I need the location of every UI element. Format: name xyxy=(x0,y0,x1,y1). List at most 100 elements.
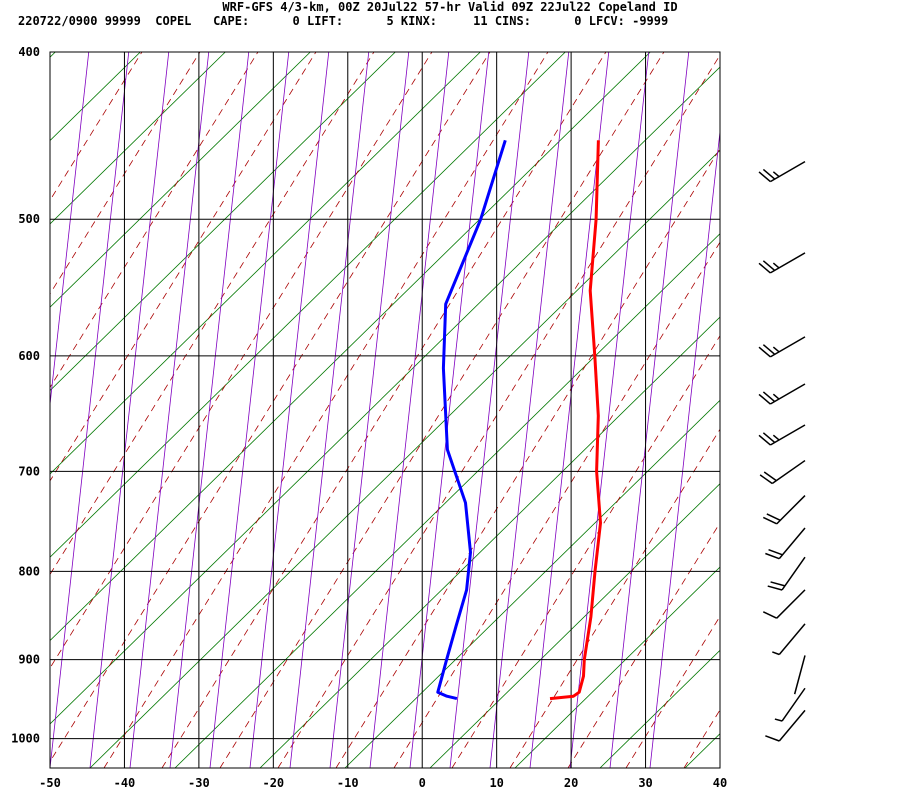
dry-adiabat xyxy=(50,52,375,576)
barb-staff xyxy=(771,459,806,485)
x-tick-label: -50 xyxy=(39,776,61,790)
moist-adiabat xyxy=(50,52,90,409)
wind-barb xyxy=(765,709,806,742)
moist-adiabat xyxy=(409,52,490,768)
moist-adiabat xyxy=(489,52,570,768)
skewed-isotherm xyxy=(50,52,396,392)
wind-barb xyxy=(762,589,806,619)
x-tick-label: -20 xyxy=(262,776,284,790)
barb-half-feather xyxy=(772,262,780,269)
x-tick-label: 10 xyxy=(489,776,503,790)
barb-feather xyxy=(762,391,776,403)
dry-adiabat xyxy=(50,52,259,389)
x-axis-ticks: -50 -40 -30 -20 -10 0 10 20 30 40 xyxy=(39,776,727,790)
moist-adiabat xyxy=(50,52,130,768)
moist-adiabat xyxy=(169,52,250,768)
wind-barb xyxy=(765,527,806,560)
barb-staff xyxy=(793,655,806,695)
barb-staff xyxy=(769,160,806,183)
barb-feather xyxy=(762,432,776,444)
moist-adiabat xyxy=(529,52,610,768)
moist-adiabat xyxy=(569,52,650,768)
dry-adiabat xyxy=(451,334,720,768)
skewed-isotherm xyxy=(50,52,311,308)
skewed-isotherm xyxy=(50,66,720,725)
barb-staff xyxy=(776,495,806,525)
moist-adiabat xyxy=(449,52,530,768)
barb-feather xyxy=(763,471,777,482)
barb-feather xyxy=(762,168,776,180)
moist-adiabat xyxy=(209,52,290,768)
skewed-isotherm xyxy=(259,316,720,768)
barb-staff xyxy=(781,687,806,722)
skewed-isotherm xyxy=(50,52,481,475)
barb-half-feather xyxy=(772,434,780,441)
barb-feather xyxy=(758,434,771,446)
dry-adiabat xyxy=(393,241,720,768)
barb-feather xyxy=(762,516,778,525)
skewed-isotherm xyxy=(174,233,720,768)
moist-adiabat xyxy=(89,52,170,768)
barb-feather xyxy=(758,346,771,358)
barb-staff xyxy=(776,589,806,619)
barb-feather xyxy=(765,552,780,560)
skewed-isotherm xyxy=(50,52,226,225)
dry-adiabat xyxy=(277,54,720,768)
skewed-isotherm xyxy=(50,52,651,642)
moist-adiabat xyxy=(649,127,720,768)
moist-adiabat xyxy=(329,52,410,768)
background-lines xyxy=(50,52,900,768)
x-tick-label: 40 xyxy=(713,776,727,790)
wind-barb xyxy=(793,655,806,695)
wind-barb xyxy=(759,459,806,485)
skewed-isotherm xyxy=(855,52,900,768)
barb-feather xyxy=(758,262,771,274)
wind-barb xyxy=(772,623,806,656)
barb-feather xyxy=(762,260,776,271)
wind-barb xyxy=(767,556,806,591)
dry-adiabat xyxy=(50,52,317,482)
station-indices: 220722/0900 99999 COPEL CAPE: 0 LIFT: 5 … xyxy=(18,14,669,28)
wind-barbs xyxy=(758,160,806,742)
barb-staff xyxy=(778,527,806,560)
dry-adiabat xyxy=(103,52,549,768)
x-tick-label: 0 xyxy=(419,776,426,790)
barb-feather xyxy=(770,581,786,587)
grid-lines xyxy=(49,51,721,768)
skewed-isotherm xyxy=(344,399,720,768)
x-tick-label: 30 xyxy=(638,776,652,790)
barb-half-feather xyxy=(772,346,780,353)
moist-adiabat xyxy=(609,52,690,768)
dry-adiabat xyxy=(161,52,607,768)
skewed-isotherm xyxy=(514,566,720,768)
x-tick-label: -30 xyxy=(188,776,210,790)
barb-feather xyxy=(766,513,781,521)
barb-feather xyxy=(768,548,783,556)
x-tick-label: -10 xyxy=(337,776,359,790)
skewed-isotherm xyxy=(50,52,566,558)
dry-adiabat xyxy=(683,709,720,768)
barb-staff xyxy=(778,623,806,655)
chart-title: WRF-GFS 4/3-km, 00Z 20Jul22 57-hr Valid … xyxy=(222,0,678,14)
wind-barb xyxy=(758,252,806,274)
barb-feather xyxy=(758,393,771,405)
y-tick-label: 1000 xyxy=(11,732,40,746)
barb-staff xyxy=(769,424,806,446)
skewed-isotherm xyxy=(89,149,720,768)
barb-staff xyxy=(769,336,806,358)
barb-staff xyxy=(781,556,806,591)
skewed-isotherm xyxy=(429,483,720,768)
barb-half-feather xyxy=(772,393,780,400)
skewed-isotherm xyxy=(599,649,720,768)
sounding-traces xyxy=(436,139,602,701)
barb-staff xyxy=(769,383,806,405)
skewed-isotherm xyxy=(770,52,900,768)
barb-half-feather xyxy=(772,171,780,178)
barb-feather xyxy=(765,735,780,742)
barb-feather xyxy=(762,344,776,355)
dry-adiabat xyxy=(625,615,720,768)
dry-adiabat xyxy=(219,52,665,768)
y-tick-label: 700 xyxy=(18,464,40,478)
dry-adiabat xyxy=(50,52,201,295)
dry-adiabat xyxy=(567,522,720,768)
